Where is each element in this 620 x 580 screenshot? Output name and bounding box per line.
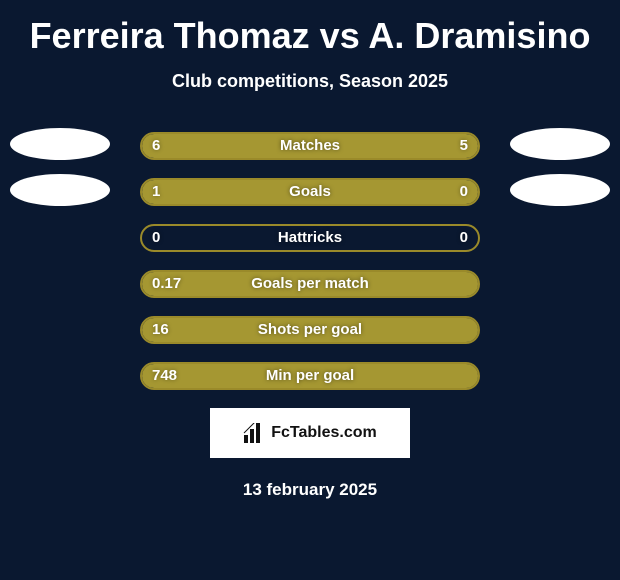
stat-label: Hattricks: [140, 224, 480, 252]
stat-row: Goals1 0: [0, 178, 620, 206]
stat-value-left: 16: [152, 316, 169, 344]
stat-value-right: 0: [460, 178, 468, 206]
footer-date: 13 february 2025: [0, 480, 620, 500]
player1-name: Ferreira Thomaz: [30, 15, 310, 56]
stat-value-left: 748: [152, 362, 177, 390]
stat-row: Matches6 5: [0, 132, 620, 160]
stat-value-left: 0: [152, 224, 160, 252]
badge-text: FcTables.com: [271, 424, 377, 442]
stat-value-left: 6: [152, 132, 160, 160]
team-shield-left: [10, 128, 110, 160]
subtitle: Club competitions, Season 2025: [0, 71, 620, 92]
stat-row: Goals per match0.17: [0, 270, 620, 298]
team-shield-right: [510, 174, 610, 206]
stat-label: Matches: [140, 132, 480, 160]
page-title: Ferreira Thomaz vs A. Dramisino: [0, 0, 620, 57]
stat-row: Shots per goal16: [0, 316, 620, 344]
stat-value-left: 1: [152, 178, 160, 206]
team-shield-right: [510, 128, 610, 160]
stat-label: Goals per match: [140, 270, 480, 298]
comparison-chart: Matches65Goals10Hattricks00Goals per mat…: [0, 132, 620, 390]
stat-label: Goals: [140, 178, 480, 206]
stat-value-right: 5: [460, 132, 468, 160]
comparison-infographic: Ferreira Thomaz vs A. Dramisino Club com…: [0, 0, 620, 580]
stat-value-right: 0: [460, 224, 468, 252]
player2-name: A. Dramisino: [368, 15, 590, 56]
vs-text: vs: [320, 15, 360, 56]
bars-icon: [243, 423, 265, 443]
stat-label: Shots per goal: [140, 316, 480, 344]
source-badge: FcTables.com: [210, 408, 410, 458]
stat-row: Min per goal748: [0, 362, 620, 390]
stat-value-left: 0.17: [152, 270, 181, 298]
stat-row: Hattricks0 0: [0, 224, 620, 252]
team-shield-left: [10, 174, 110, 206]
stat-label: Min per goal: [140, 362, 480, 390]
